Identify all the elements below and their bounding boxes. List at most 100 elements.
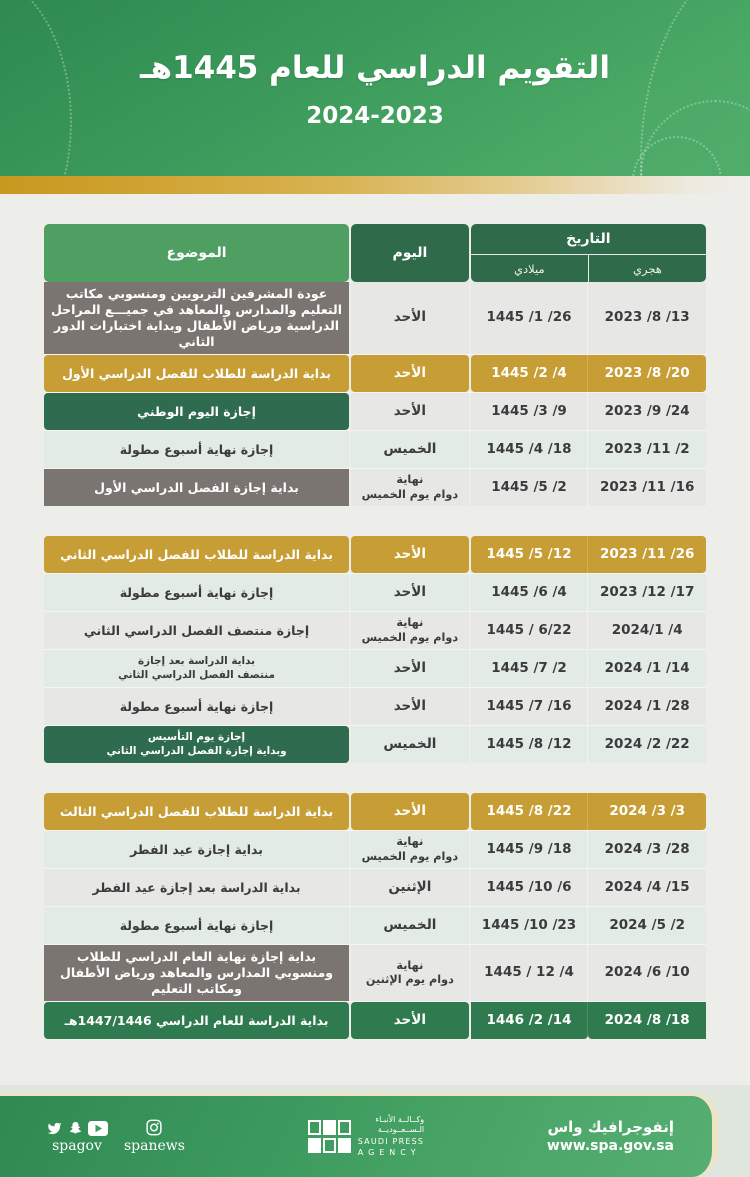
cell-gregorian-date: 2023 /8 /13 — [588, 282, 706, 354]
cell-hijri-date: 1445 /8 /12 — [470, 726, 589, 763]
cell-day: الأحد — [351, 282, 469, 354]
cell-day: الأحد — [351, 688, 469, 725]
cell-day: الإثنين — [351, 869, 469, 906]
row-separator — [44, 830, 706, 831]
youtube-icon[interactable] — [88, 1121, 108, 1136]
cell-subject: بداية الدراسة للطلاب للفصل الدراسي الثان… — [44, 536, 350, 573]
cell-hijri-date: 1445 /10 /23 — [470, 907, 589, 944]
cell-hijri-date: 1445 /10 /6 — [470, 869, 589, 906]
cell-hijri-date: 1445 /1 /26 — [470, 282, 589, 354]
cell-hijri-date: 1445 /5 /12 — [470, 536, 589, 573]
cell-gregorian-date: 2024 /5 /2 — [588, 907, 706, 944]
logo-block — [322, 1120, 336, 1135]
cell-subject: بداية الدراسة بعد إجازة عيد الفطر — [44, 869, 350, 906]
table-body: 2023 /8 /13 1445 /1 /26 الأحد عودة المشرفين… — [44, 282, 706, 1039]
cell-day: نهاية دوام يوم الخميس — [351, 469, 469, 506]
cell-hijri-date: 1445 /7 /16 — [470, 688, 589, 725]
cell-hijri-date: 1445 /9 /18 — [470, 831, 589, 868]
cell-subject: إجازة نهاية أسبوع مطولة — [44, 688, 350, 725]
cell-gregorian-date: 2023 /11 /16 — [588, 469, 706, 506]
row-separator — [44, 611, 706, 612]
table-row: 2023 /11 /2 1445 /4 /18 الخميس إجازة نهاية … — [44, 431, 706, 468]
table-row: 2024/1 /4 1445 / 6/22 نهاية دوام يوم الخميس… — [44, 612, 706, 649]
cell-subject: إجازة نهاية أسبوع مطولة — [44, 907, 350, 944]
cell-day: الأحد — [351, 355, 469, 392]
cell-gregorian-date: 2024 /6 /10 — [588, 945, 706, 1001]
cell-hijri-date: 1445 / 12 /4 — [470, 945, 589, 1001]
logo-block — [322, 1138, 336, 1153]
column-header-day: اليوم — [351, 224, 469, 282]
website-url[interactable]: www.spa.gov.sa — [546, 1138, 674, 1155]
agency-name-en-line1: SAUDI PRESS — [357, 1137, 425, 1147]
cell-day: نهاية دوام يوم الخميس — [351, 831, 469, 868]
cell-gregorian-date: 2024 /4 /15 — [588, 869, 706, 906]
snapchat-icon[interactable] — [68, 1121, 83, 1136]
footer-branding-text: إنفوجرافيك واس www.spa.gov.sa — [547, 1118, 674, 1156]
spa-logo-mark — [307, 1120, 351, 1153]
table-row: 2024 /3 /3 1445 /8 /22 الأحد بداية الدراسة … — [44, 793, 706, 830]
cell-gregorian-date: 2024/1 /4 — [588, 612, 706, 649]
cell-subject: إجازة يوم التأسيس وبداية إجازة الفصل الدر… — [44, 726, 350, 763]
cell-hijri-date: 1445 /2 /4 — [470, 355, 589, 392]
spa-logo: وكــالــة الأنبـاء الـســعــوديــة SAUDI… — [307, 1114, 425, 1159]
cell-subject: بداية الدراسة للعام الدراسي 1447/1446هـ — [44, 1002, 350, 1039]
column-header-subject: الموضوع — [44, 224, 350, 282]
cell-gregorian-date: 2024 /8 /18 — [588, 1002, 706, 1039]
cell-day: الأحد — [351, 793, 469, 830]
table-row: 2023 /11 /26 1445 /5 /12 الأحد بداية الدراس… — [44, 536, 706, 573]
table-header-date-group: التاريخ هجري ميلادي — [470, 224, 706, 282]
cell-hijri-date: 1445 / 6/22 — [470, 612, 589, 649]
cell-subject: عودة المشرفين التربويين ومنسوبي مكاتب ال… — [44, 282, 350, 354]
decorative-circle-small — [632, 136, 722, 176]
logo-block — [307, 1138, 321, 1153]
cell-subject: إجازة منتصف الفصل الدراسي الثاني — [44, 612, 350, 649]
social-group-spanews: spanews — [124, 1119, 185, 1154]
cell-day: الأحد — [351, 574, 469, 611]
social-handle-spanews[interactable]: spanews — [124, 1138, 185, 1154]
infographic-label: إنفوجرافيك واس — [547, 1117, 674, 1136]
cell-subject: إجازة نهاية أسبوع مطولة — [44, 431, 350, 468]
cell-subject: بداية إجازة الفصل الدراسي الأول — [44, 469, 350, 506]
cell-day: نهاية دوام يوم الخميس — [351, 612, 469, 649]
agency-name-en-line2: A G E N C Y — [357, 1148, 417, 1158]
row-separator — [44, 725, 706, 726]
cell-gregorian-date: 2024 /3 /3 — [588, 793, 706, 830]
row-separator — [44, 468, 706, 469]
cell-hijri-date: 1445 /6 /4 — [470, 574, 589, 611]
calendar-table: التاريخ هجري ميلادي اليوم الموضوع 2023 /… — [0, 194, 750, 1039]
cell-day: الأحد — [351, 650, 469, 687]
page-footer: إنفوجرافيك واس www.spa.gov.sa وكــالــة … — [0, 1085, 750, 1177]
table-group: 2023 /8 /13 1445 /1 /26 الأحد عودة المشرفين… — [44, 282, 706, 506]
twitter-icon[interactable] — [46, 1121, 63, 1136]
social-handle-spagov[interactable]: spagov — [52, 1138, 102, 1154]
column-header-hijri: هجري — [587, 255, 706, 282]
row-separator — [44, 649, 706, 650]
row-separator — [44, 430, 706, 431]
gold-divider-band — [0, 176, 750, 194]
cell-hijri-date: 1445 /5 /2 — [470, 469, 589, 506]
cell-gregorian-date: 2024 /2 /22 — [588, 726, 706, 763]
cell-hijri-date: 1445 /7 /2 — [470, 650, 589, 687]
table-header-row: التاريخ هجري ميلادي اليوم الموضوع — [44, 224, 706, 282]
instagram-icon[interactable] — [146, 1119, 163, 1136]
page-subtitle: 2024-2023 — [306, 103, 444, 129]
cell-day: نهاية دوام يوم الإثنين — [351, 945, 469, 1001]
cell-gregorian-date: 2024 /3 /28 — [588, 831, 706, 868]
column-header-date: التاريخ — [470, 224, 706, 254]
page-header: التقويم الدراسي للعام 1445هـ 2024-2023 — [0, 0, 750, 176]
table-row: 2024 /6 /10 1445 / 12 /4 نهاية دوام يوم الإ… — [44, 945, 706, 1001]
cell-hijri-date: 1445 /3 /9 — [470, 393, 589, 430]
row-separator — [44, 392, 706, 393]
row-separator — [44, 687, 706, 688]
cell-day: الخميس — [351, 431, 469, 468]
table-row: 2023 /8 /13 1445 /1 /26 الأحد عودة المشرفين… — [44, 282, 706, 354]
agency-name-ar-line1: وكــالــة الأنبـاء — [375, 1114, 425, 1124]
row-separator — [44, 573, 706, 574]
logo-block — [337, 1138, 351, 1153]
table-row: 2024 /3 /28 1445 /9 /18 نهاية دوام يوم الخم… — [44, 831, 706, 868]
logo-block — [307, 1120, 321, 1135]
cell-subject: بداية الدراسة بعد إجازة منتصف الفصل الدرا… — [44, 650, 350, 687]
cell-gregorian-date: 2024 /1 /28 — [588, 688, 706, 725]
cell-gregorian-date: 2023 /8 /20 — [588, 355, 706, 392]
social-group-spagov: spagov — [46, 1121, 108, 1154]
